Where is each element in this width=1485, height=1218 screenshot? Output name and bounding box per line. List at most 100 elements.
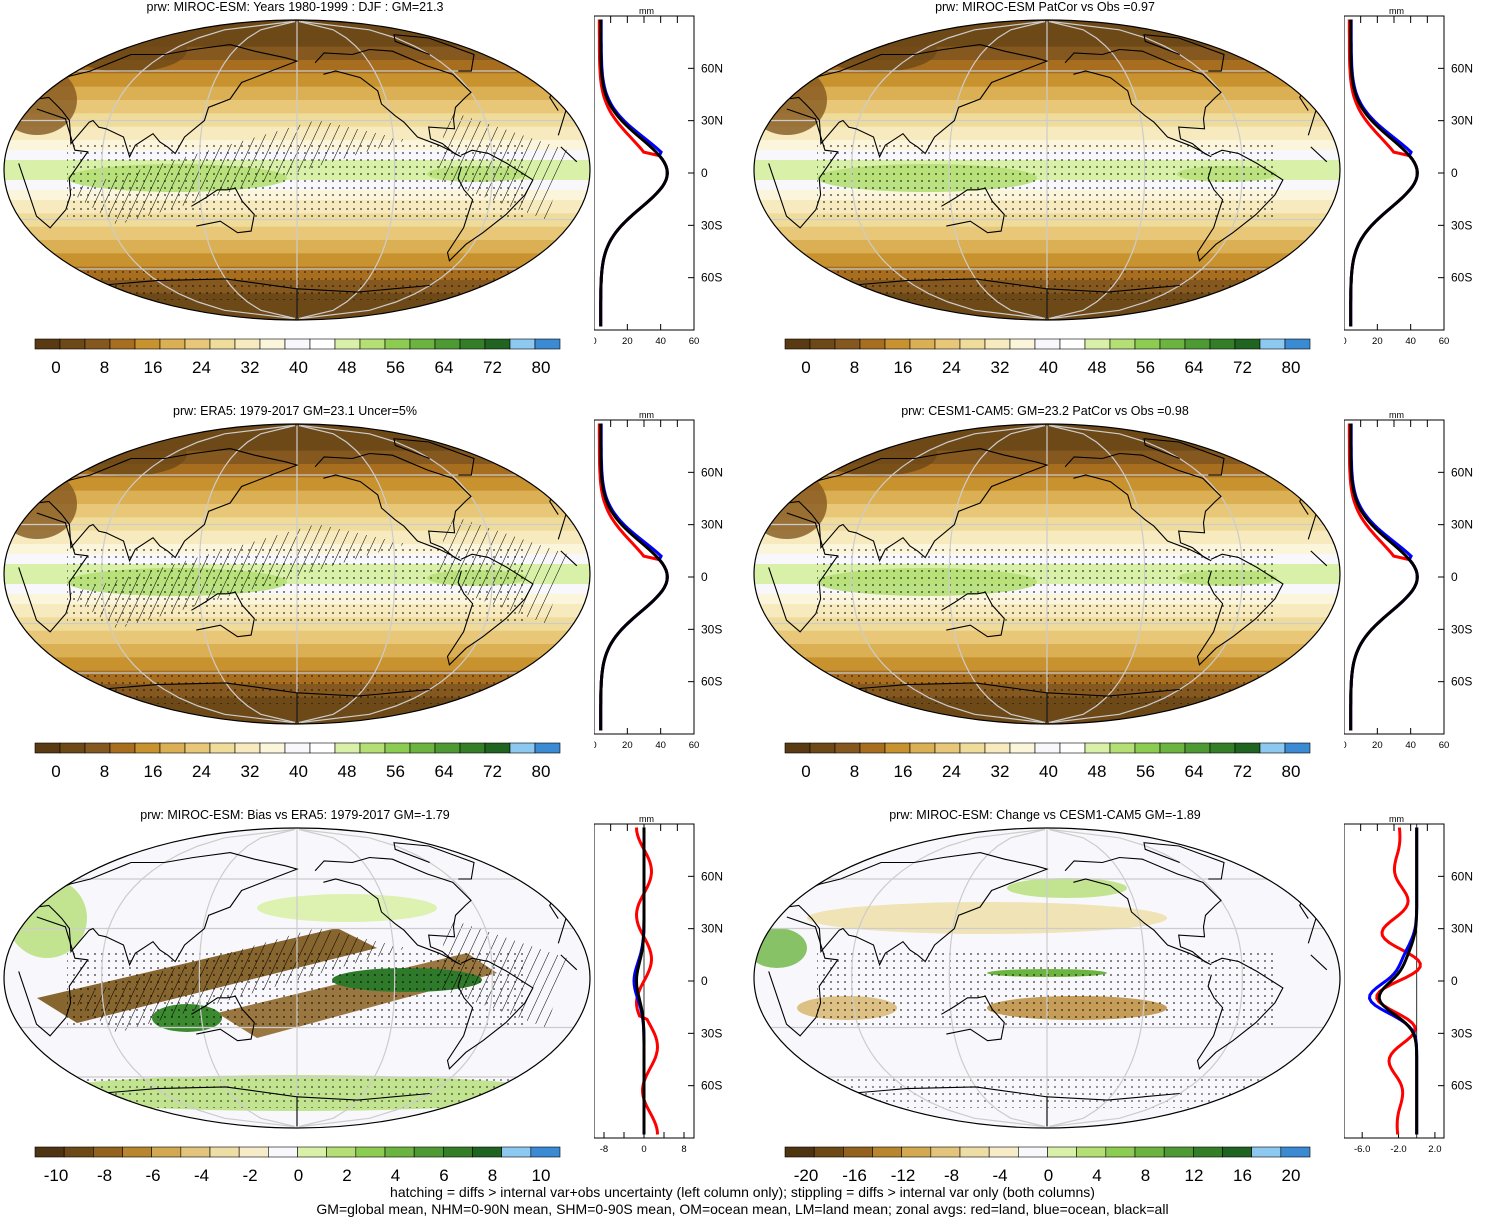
zonal-lat-label: 60N <box>701 465 723 479</box>
zonal-lat-label: 60S <box>701 1079 722 1093</box>
zonal-x-tick-label: 40 <box>1405 336 1416 344</box>
colorbar-4: 0 8 16 24 32 40 48 56 64 72 80 <box>784 742 1311 781</box>
zonal-lat-label: 30N <box>1451 518 1473 532</box>
colorbar-label: 16 <box>144 358 163 377</box>
zonal-all-line <box>1349 19 1419 327</box>
colorbar-label: 56 <box>1136 762 1155 781</box>
colorbar-label: -4 <box>992 1166 1007 1185</box>
colorbar-label: 64 <box>1185 358 1204 377</box>
colorbar-label: 32 <box>991 762 1010 781</box>
colorbar-label: -8 <box>944 1166 959 1185</box>
zonal-lat-label: 60S <box>701 675 722 689</box>
colorbar-label: 0 <box>801 358 810 377</box>
colorbar-label: 4 <box>391 1166 400 1185</box>
panel-title-3: prw: ERA5: 1979-2017 GM=23.1 Uncer=5% <box>173 404 417 418</box>
zonal-lat-label: 60N <box>1451 465 1473 479</box>
zonal-x-tick-label: 60 <box>1439 336 1450 344</box>
zonal-unit-label: mm <box>1389 410 1404 420</box>
colorbar-label: 40 <box>1039 762 1058 781</box>
colorbar-label: 16 <box>144 762 163 781</box>
zonal-lat-label: 60N <box>1451 869 1473 883</box>
panel-title-5: prw: MIROC-ESM: Bias vs ERA5: 1979-2017 … <box>140 808 450 822</box>
colorbar-label: -8 <box>97 1166 112 1185</box>
zonal-mean-plot-1: mm 60N 30N 0 30S 60S 0 20 40 60 <box>594 6 723 344</box>
zonal-lat-label: 60S <box>1451 675 1472 689</box>
colorbar-label: -20 <box>794 1166 819 1185</box>
colorbar-label: 8 <box>100 762 109 781</box>
panel-title-4: prw: CESM1-CAM5: GM=23.2 PatCor vs Obs =… <box>901 404 1189 418</box>
zonal-lat-label: 30S <box>701 218 722 232</box>
colorbar-label: 2 <box>342 1166 351 1185</box>
colorbar-label: 72 <box>1233 358 1252 377</box>
colorbar-label: 8 <box>1141 1166 1150 1185</box>
zonal-x-tick-label: -6.0 <box>1354 1144 1370 1152</box>
zonal-x-tick-label: 40 <box>655 336 666 344</box>
zonal-all-line <box>634 827 646 1135</box>
zonal-mean-plot-4: mm 60N 30N 0 30S 60S 0 20 40 60 <box>1344 410 1473 748</box>
colorbar-label: -4 <box>194 1166 209 1185</box>
colorbar-label: 64 <box>1185 762 1204 781</box>
colorbar-label: 0 <box>51 358 60 377</box>
zonal-x-tick-label: 0 <box>641 1144 646 1152</box>
colorbar-label: 48 <box>1088 762 1107 781</box>
colorbar-label: 64 <box>435 762 454 781</box>
map-panel-4 <box>753 423 1341 725</box>
colorbar-label: -12 <box>891 1166 916 1185</box>
colorbar-label: -10 <box>44 1166 69 1185</box>
zonal-unit-label: mm <box>1389 6 1404 16</box>
zonal-lat-label: 30S <box>1451 1026 1472 1040</box>
zonal-lat-label: 30N <box>701 922 723 936</box>
panel-title-6: prw: MIROC-ESM: Change vs CESM1-CAM5 GM=… <box>889 808 1201 822</box>
colorbar-label: 32 <box>241 358 260 377</box>
colorbar-label: 12 <box>1185 1166 1204 1185</box>
zonal-x-tick-label: 0 <box>1344 740 1347 748</box>
colorbar-label: 0 <box>801 762 810 781</box>
zonal-x-tick-label: -8 <box>600 1144 608 1152</box>
zonal-x-tick-label: 8 <box>681 1144 686 1152</box>
colorbar-label: 8 <box>488 1166 497 1185</box>
zonal-lat-label: 0 <box>1451 570 1458 584</box>
colorbar-label: 64 <box>435 358 454 377</box>
map-panel-6 <box>753 827 1341 1129</box>
colorbar-label: 16 <box>894 762 913 781</box>
colorbar-3: 0 8 16 24 32 40 48 56 64 72 80 <box>34 742 561 781</box>
zonal-lat-label: 0 <box>1451 166 1458 180</box>
colorbar-label: 80 <box>532 358 551 377</box>
zonal-land-line <box>1375 827 1422 1135</box>
zonal-unit-label: mm <box>639 814 654 824</box>
zonal-lat-label: 30S <box>1451 218 1472 232</box>
zonal-x-tick-label: -2.0 <box>1390 1144 1406 1152</box>
zonal-lat-label: 30S <box>701 622 722 636</box>
zonal-unit-label: mm <box>639 6 654 16</box>
map-panel-2 <box>753 19 1341 321</box>
colorbar-label: 10 <box>532 1166 551 1185</box>
zonal-all-line <box>599 19 669 327</box>
zonal-all-line <box>599 423 669 731</box>
colorbar-label: 40 <box>1039 358 1058 377</box>
colorbar-label: 8 <box>100 358 109 377</box>
colorbar-label: 4 <box>1092 1166 1101 1185</box>
zonal-x-tick-label: 0 <box>1344 336 1347 344</box>
colorbar-label: 0 <box>1044 1166 1053 1185</box>
map-panel-1 <box>3 19 591 321</box>
colorbar-label: 32 <box>241 762 260 781</box>
colorbar-label: 16 <box>894 358 913 377</box>
zonal-lat-label: 30N <box>1451 114 1473 128</box>
panel-title-2: prw: MIROC-ESM PatCor vs Obs =0.97 <box>935 0 1155 14</box>
zonal-x-tick-label: 20 <box>1372 740 1383 748</box>
colorbar-label: 80 <box>1282 358 1301 377</box>
colorbar-label: 0 <box>294 1166 303 1185</box>
zonal-x-tick-label: 60 <box>689 336 700 344</box>
colorbar-label: 48 <box>338 358 357 377</box>
footer-note-hatching: hatching = diffs > internal var+obs unce… <box>390 1184 1095 1200</box>
colorbar-label: 24 <box>942 358 961 377</box>
colorbar-label: 56 <box>386 762 405 781</box>
zonal-lat-label: 30N <box>701 114 723 128</box>
zonal-lat-label: 0 <box>1451 974 1458 988</box>
zonal-x-tick-label: 60 <box>689 740 700 748</box>
colorbar-label: 56 <box>386 358 405 377</box>
colorbar-1: 0 8 16 24 32 40 48 56 64 72 80 <box>34 338 561 377</box>
colorbar-label: 56 <box>1136 358 1155 377</box>
zonal-x-tick-label: 0 <box>594 336 597 344</box>
zonal-mean-plot-2: mm 60N 30N 0 30S 60S 0 20 40 60 <box>1344 6 1473 344</box>
